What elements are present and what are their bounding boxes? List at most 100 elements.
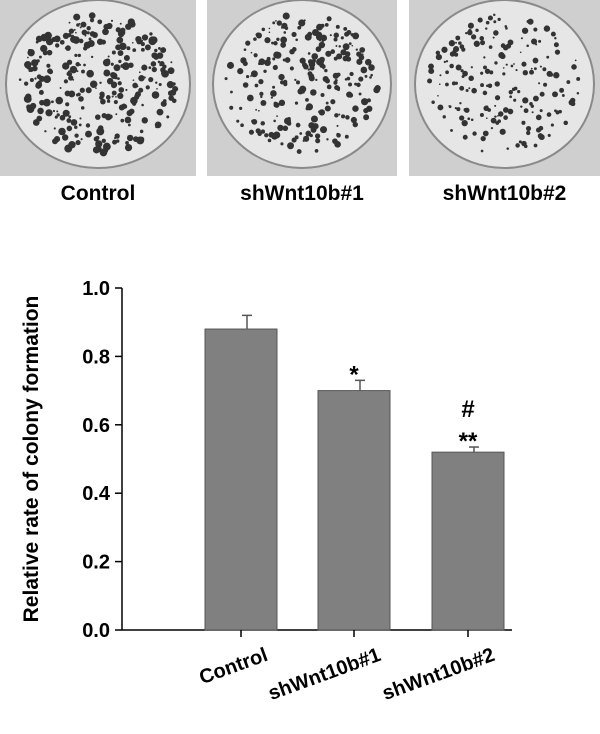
colony: [125, 140, 129, 145]
colony: [145, 85, 150, 90]
colony: [73, 13, 81, 21]
colony: [324, 68, 328, 73]
colony: [120, 27, 126, 33]
colony: [364, 74, 368, 78]
colony: [88, 37, 92, 41]
colony: [40, 44, 48, 53]
colony: [441, 46, 448, 53]
colony: [454, 107, 457, 110]
colony: [81, 69, 85, 74]
colony: [351, 44, 354, 47]
photo-label: Control: [61, 182, 136, 205]
colony: [502, 72, 506, 76]
colony: [316, 58, 324, 66]
x-tick-label: shWnt10b#2: [379, 644, 497, 705]
colony: [291, 137, 297, 143]
colony: [113, 99, 118, 105]
colony: [40, 33, 49, 42]
colony: [498, 111, 504, 117]
colony: [369, 76, 372, 79]
colony: [75, 62, 80, 67]
colony: [243, 48, 247, 52]
colony: [561, 94, 565, 97]
colony: [78, 22, 81, 25]
colony: [448, 40, 456, 47]
colony: [66, 59, 73, 65]
colony: [86, 31, 90, 35]
colony: [71, 34, 75, 38]
colony: [320, 126, 328, 134]
colony: [467, 117, 471, 121]
colony: [543, 82, 548, 87]
colony: [455, 64, 462, 71]
colony: [272, 21, 276, 25]
colony: [462, 70, 468, 77]
colony: [36, 74, 42, 80]
colony: [24, 61, 32, 69]
colony: [513, 98, 517, 102]
colony: [115, 139, 120, 143]
colony: [148, 77, 154, 83]
colony: [538, 82, 541, 85]
colony: [74, 133, 79, 138]
colony: [37, 80, 42, 85]
colony: [506, 147, 510, 150]
colony: [274, 102, 280, 108]
colony: [533, 143, 538, 148]
colony: [370, 73, 373, 77]
colony: [431, 100, 435, 104]
colony: [308, 75, 315, 82]
colony: [77, 92, 81, 97]
colony: [280, 142, 284, 146]
colony: [520, 37, 523, 40]
colony: [263, 69, 267, 73]
colony: [530, 67, 533, 70]
colony: [539, 91, 545, 97]
colony: [283, 117, 292, 125]
colony: [299, 57, 306, 64]
colony: [141, 103, 144, 107]
colony: [546, 55, 550, 59]
colony: [55, 96, 64, 105]
colony: [101, 138, 106, 143]
colony: [99, 148, 108, 157]
colony: [359, 47, 366, 53]
colony: [102, 142, 111, 151]
colony: [85, 130, 92, 138]
colony: [126, 134, 134, 142]
colony: [455, 35, 461, 41]
colony: [523, 108, 529, 114]
colony: [46, 63, 51, 68]
colony: [527, 18, 534, 25]
colony: [471, 87, 477, 94]
colony: [321, 64, 326, 69]
colony: [483, 65, 487, 70]
colony: [110, 62, 114, 66]
colony: [294, 78, 297, 82]
colony: [485, 117, 488, 120]
colony: [320, 93, 325, 98]
colony: [265, 37, 269, 42]
colony: [358, 92, 362, 96]
colony: [151, 66, 157, 73]
colony: [324, 22, 329, 27]
colony: [522, 97, 529, 104]
colony: [23, 81, 29, 86]
colony: [335, 45, 338, 47]
colony: [77, 53, 81, 58]
colony: [79, 87, 85, 93]
colony: [358, 76, 364, 82]
colony: [538, 134, 545, 141]
colony: [61, 134, 69, 141]
colony: [461, 75, 465, 79]
colony: [305, 98, 309, 102]
colony: [119, 22, 122, 25]
colony: [52, 138, 58, 145]
colony: [102, 58, 111, 67]
colony: [156, 108, 164, 116]
colony: [333, 56, 338, 61]
colony: [128, 108, 135, 115]
colony: [160, 47, 167, 54]
colony: [348, 82, 353, 87]
colony: [68, 90, 76, 98]
